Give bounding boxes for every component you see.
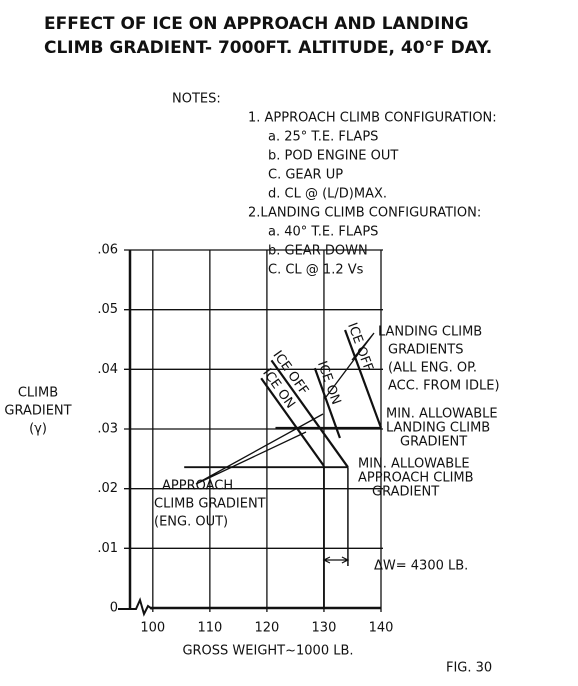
dimension-arrow xyxy=(322,556,350,564)
chart-title: EFFECT OF ICE ON APPROACH AND LANDING xyxy=(44,14,469,34)
reference-label: GRADIENT xyxy=(400,435,467,450)
y-tick-label: 0 xyxy=(110,601,118,616)
delta-w-label: ΔW= 4300 LB. xyxy=(374,559,468,574)
y-axis-label: GRADIENT xyxy=(4,404,71,419)
y-tick-label: .05 xyxy=(97,302,118,317)
leader xyxy=(195,413,324,485)
y-tick-label: .01 xyxy=(97,541,118,556)
annotation: APPROACH xyxy=(162,479,233,494)
note-item: C. GEAR UP xyxy=(268,168,343,183)
x-tick-label: 120 xyxy=(254,621,279,636)
x-axis-label: GROSS WEIGHT~1000 LB. xyxy=(182,644,353,659)
x-tick-label: 140 xyxy=(369,621,394,636)
note-item: b. POD ENGINE OUT xyxy=(268,149,398,164)
note-item: a. 25° T.E. FLAPS xyxy=(268,130,378,145)
y-tick-label: .04 xyxy=(97,362,118,377)
y-tick-label: .03 xyxy=(97,422,118,437)
axis-break xyxy=(118,597,153,617)
y-axis-label: (γ) xyxy=(29,422,47,437)
series-line xyxy=(270,359,349,468)
annotation: LANDING CLIMB xyxy=(378,325,482,340)
reference-label: GRADIENT xyxy=(372,485,439,500)
note-item: d. CL @ (L/D)MAX. xyxy=(268,187,387,202)
x-tick-label: 130 xyxy=(312,621,337,636)
x-tick-label: 110 xyxy=(197,621,222,636)
leader xyxy=(325,332,375,398)
reference-label: MIN. ALLOWABLE xyxy=(358,457,470,472)
reference-label: LANDING CLIMB xyxy=(386,421,490,436)
series-label: ICE ON xyxy=(314,359,343,407)
chart-title: CLIMB GRADIENT- 7000FT. ALTITUDE, 40°F D… xyxy=(44,38,492,58)
series-line xyxy=(344,329,383,429)
note: 1. APPROACH CLIMB CONFIGURATION: xyxy=(248,111,497,126)
x-tick-label: 100 xyxy=(140,621,165,636)
y-tick-label: .02 xyxy=(97,481,118,496)
annotation: GRADIENTS xyxy=(388,343,463,358)
annotation: ACC. FROM IDLE) xyxy=(388,379,500,394)
notes-heading: NOTES: xyxy=(172,92,221,107)
series-line xyxy=(313,367,341,439)
y-axis-label: CLIMB xyxy=(18,386,58,401)
annotation: (ALL ENG. OP. xyxy=(388,361,477,376)
note-item: a. 40° T.E. FLAPS xyxy=(268,225,378,240)
note-item: C. CL @ 1.2 Vs xyxy=(268,263,364,278)
reference-label: MIN. ALLOWABLE xyxy=(386,407,498,422)
y-tick-label: .06 xyxy=(97,243,118,258)
series-line xyxy=(260,377,325,467)
annotation: CLIMB GRADIENT xyxy=(154,497,266,512)
note: 2.LANDING CLIMB CONFIGURATION: xyxy=(248,206,481,221)
note-item: b. GEAR DOWN xyxy=(268,244,368,259)
reference-label: APPROACH CLIMB xyxy=(358,471,474,486)
figure-label: FIG. 30 xyxy=(446,661,492,676)
annotation: (ENG. OUT) xyxy=(154,515,228,530)
